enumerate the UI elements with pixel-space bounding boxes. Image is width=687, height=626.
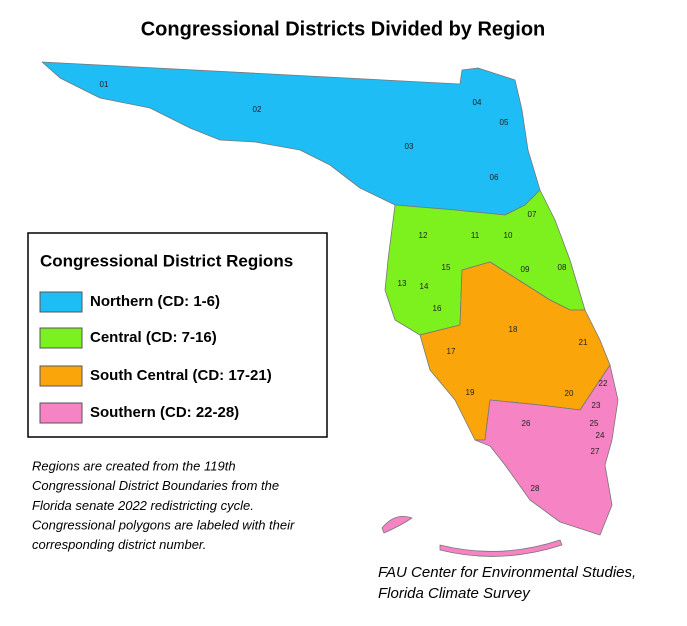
district-label: 01 — [100, 80, 109, 89]
district-label: 20 — [565, 389, 574, 398]
region-southern-keys — [381, 515, 563, 557]
district-label: 16 — [433, 304, 442, 313]
district-label: 17 — [447, 347, 456, 356]
note-line: corresponding district number. — [32, 537, 206, 552]
map-title: Congressional Districts Divided by Regio… — [141, 18, 546, 40]
district-label: 10 — [504, 231, 513, 240]
legend-label: Southern (CD: 22-28) — [90, 404, 239, 421]
note-line: Congressional polygons are labeled with … — [32, 518, 295, 533]
legend-label: Central (CD: 7-16) — [90, 329, 217, 346]
district-label: 18 — [509, 325, 518, 334]
district-label: 03 — [405, 142, 414, 151]
district-label: 14 — [420, 282, 429, 291]
district-label: 04 — [473, 98, 482, 107]
district-label: 15 — [442, 263, 451, 272]
district-label: 28 — [531, 484, 540, 493]
district-label: 02 — [253, 105, 262, 114]
legend-swatch — [39, 291, 83, 313]
district-label: 11 — [471, 231, 480, 240]
legend-swatch — [39, 402, 83, 424]
credit-line: Florida Climate Survey — [378, 585, 531, 602]
district-label: 09 — [521, 265, 530, 274]
legend-label: Northern (CD: 1-6) — [90, 293, 220, 310]
district-label: 13 — [398, 279, 407, 288]
district-label: 24 — [596, 431, 605, 440]
district-label: 26 — [522, 419, 531, 428]
legend-label: South Central (CD: 17-21) — [90, 367, 272, 384]
district-label: 08 — [558, 263, 567, 272]
district-label: 07 — [528, 210, 537, 219]
legend-swatch — [39, 327, 83, 349]
district-label: 27 — [591, 447, 600, 456]
district-label: 12 — [419, 231, 428, 240]
district-label: 23 — [592, 401, 601, 410]
region-northern — [41, 61, 541, 216]
state: 01 02 03 04 05 06 07 08 09 10 11 12 13 14 15 16 17 18 19 20… — [41, 61, 619, 557]
note-line: Congressional District Boundaries from t… — [32, 478, 279, 493]
district-label: 19 — [466, 388, 475, 397]
district-label: 21 — [579, 338, 588, 347]
region-southern — [474, 364, 619, 536]
district-label: 05 — [500, 118, 509, 127]
district-label: 22 — [599, 379, 608, 388]
legend-title: Congressional District Regions — [40, 251, 293, 270]
district-label: 25 — [590, 419, 599, 428]
legend-swatch — [39, 365, 83, 387]
district-label: 06 — [490, 173, 499, 182]
credit-line: FAU Center for Environmental Studies, — [378, 564, 636, 581]
note-line: Florida senate 2022 redistricting cycle. — [32, 498, 254, 513]
note-line: Regions are created from the 119th — [32, 458, 236, 473]
